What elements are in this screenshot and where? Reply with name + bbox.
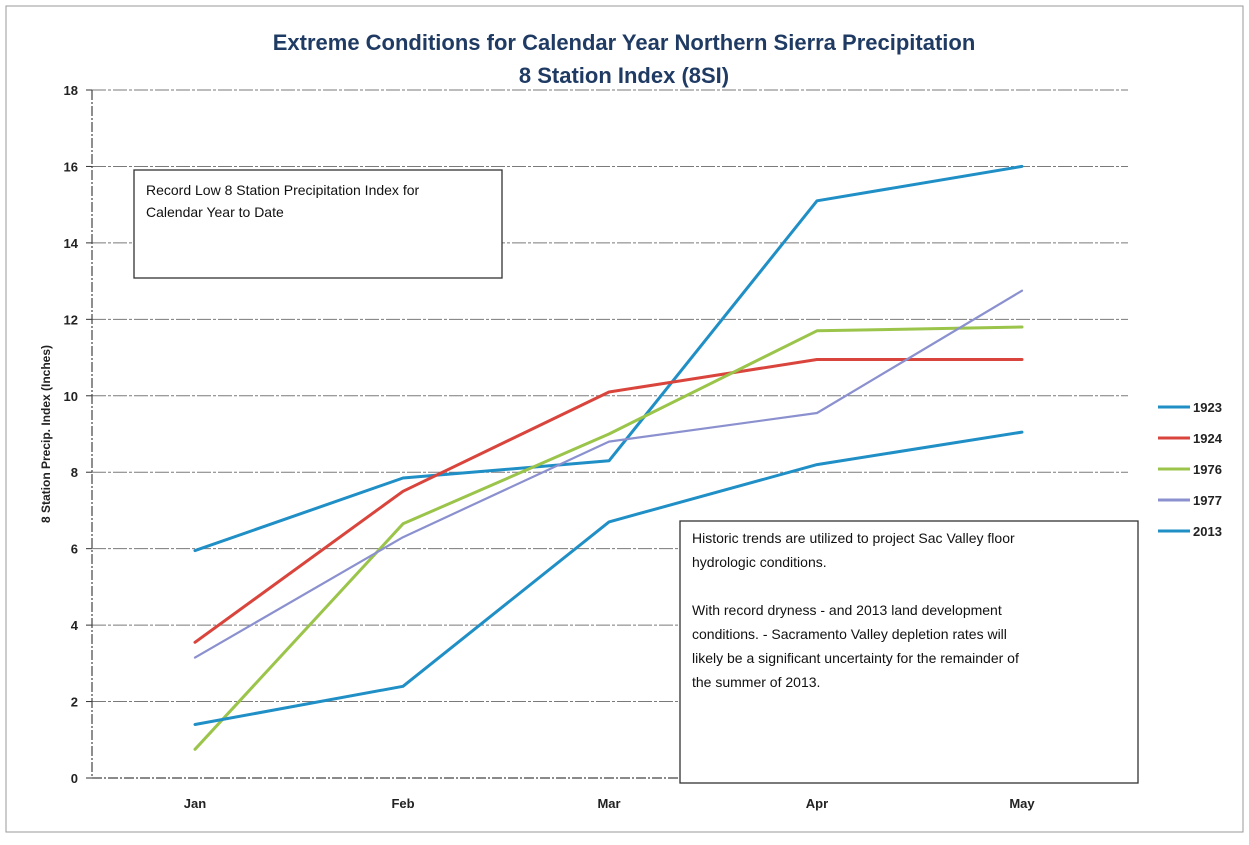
x-tick-label: Feb (391, 796, 414, 811)
chart-title: Extreme Conditions for Calendar Year Nor… (273, 30, 976, 55)
y-tick-label: 12 (64, 312, 78, 327)
series-line-1977 (193, 289, 1024, 659)
legend-label: 1977 (1193, 493, 1222, 508)
series-line-1923 (193, 164, 1024, 553)
annotation-text: Calendar Year to Date (146, 204, 284, 220)
y-tick-label: 16 (64, 159, 78, 174)
annotation-text: With record dryness - and 2013 land deve… (692, 602, 1002, 618)
y-tick-label: 10 (64, 389, 78, 404)
x-tick-label: May (1009, 796, 1035, 811)
legend: 1923 1924 1976 1977 2013 (1158, 400, 1223, 539)
legend-label: 1976 (1193, 462, 1222, 477)
legend-label: 1924 (1193, 431, 1223, 446)
chart-subtitle: 8 Station Index (8SI) (519, 63, 729, 88)
x-tick-label: Mar (597, 796, 620, 811)
annotation-text: likely be a significant uncertainty for … (692, 650, 1019, 666)
x-tick-label: Apr (806, 796, 828, 811)
annotation-text: hydrologic conditions. (692, 554, 827, 570)
series-lines (193, 164, 1024, 751)
series-line-2013 (193, 430, 1024, 726)
annotation-text: Record Low 8 Station Precipitation Index… (146, 182, 419, 198)
annotation-box-historic (679, 520, 1139, 784)
y-tick-label: 14 (64, 236, 79, 251)
legend-label: 2013 (1193, 524, 1222, 539)
series-line-1976 (193, 325, 1024, 751)
y-axis-label: 8 Station Precip. Index (Inches) (39, 345, 53, 523)
annotation-text: conditions. - Sacramento Valley depletio… (692, 626, 1007, 642)
annotation-text: Historic trends are utilized to project … (692, 530, 1015, 546)
legend-label: 1923 (1193, 400, 1222, 415)
y-tick-label: 4 (71, 618, 79, 633)
annotation-box-record (133, 169, 503, 279)
y-tick-label: 18 (64, 83, 78, 98)
y-tick-label: 6 (71, 542, 78, 557)
x-tick-label: Jan (184, 796, 206, 811)
series-line-1924 (193, 358, 1024, 644)
axes: 0 2 4 6 8 10 12 14 16 18 Jan Feb Mar Apr May (64, 83, 1128, 811)
y-tick-label: 8 (71, 465, 78, 480)
annotation-text: the summer of 2013. (692, 674, 820, 690)
annotations: Record Low 8 Station Precipitation Index… (133, 169, 1139, 784)
y-tick-label: 0 (71, 771, 78, 786)
y-tick-label: 2 (71, 695, 78, 710)
